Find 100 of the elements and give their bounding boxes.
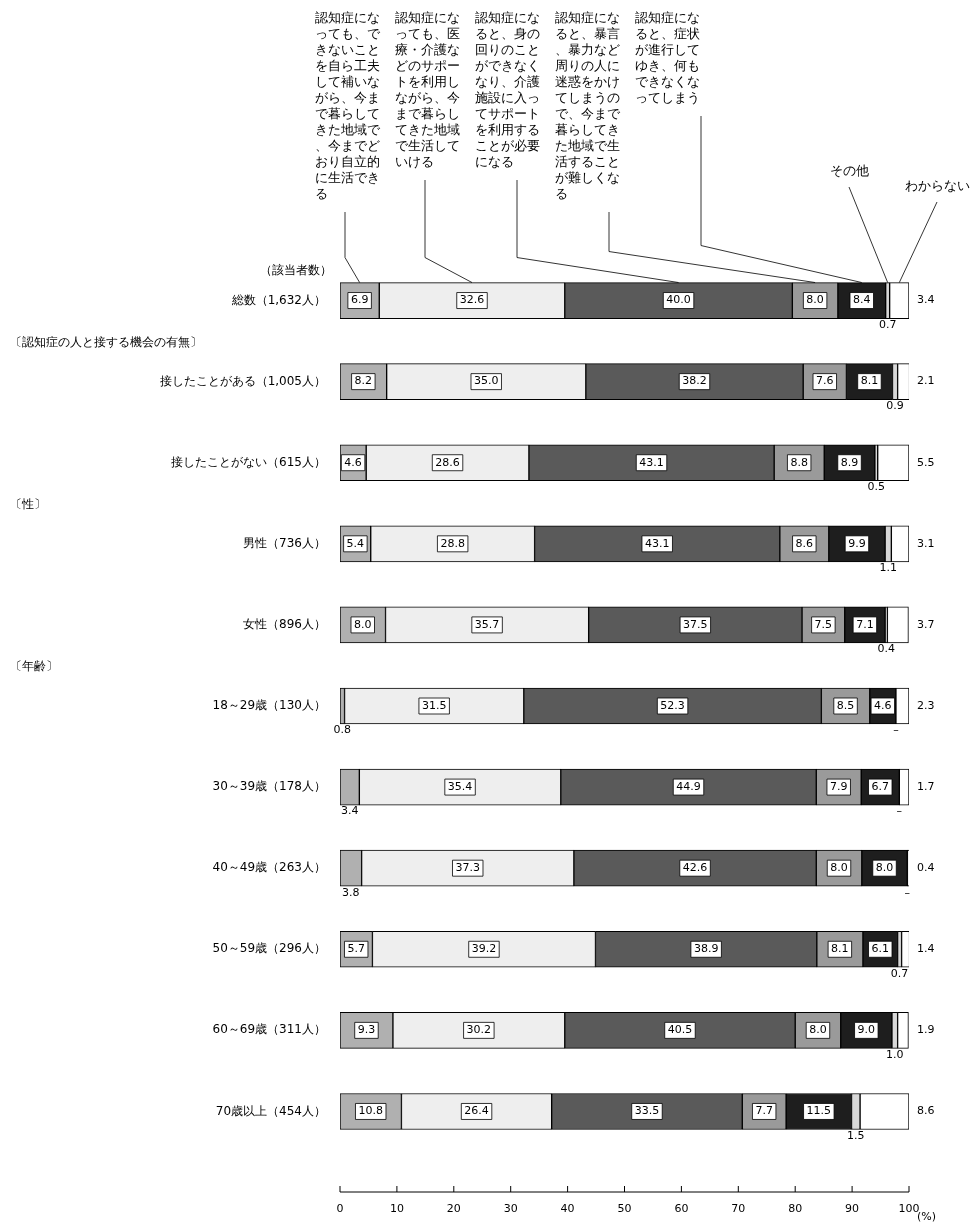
data-label: – (893, 723, 899, 737)
data-label: 35.7 (474, 617, 500, 631)
text: 認知症になっても、医療・介護などのサポートを利用しながら、今まで暮らしてきた地域で生活していける (395, 9, 460, 169)
x-tick-label: 90 (845, 1202, 860, 1216)
data-label: 8.0 (809, 1023, 827, 1037)
data-label: 7.7 (755, 1104, 773, 1118)
data-label: 35.4 (447, 779, 473, 793)
data-label: 38.2 (682, 374, 707, 388)
data-label: 8.9 (840, 455, 859, 469)
x-tick-label: 50 (617, 1202, 632, 1216)
data-label: 8.0 (830, 861, 848, 875)
data-label: 43.1 (639, 455, 664, 469)
text: 〔認知症の人と接する機会の有無〕 (10, 334, 202, 349)
data-label: 3.4 (917, 293, 935, 307)
data-label: 28.6 (435, 455, 460, 469)
x-tick-label: 40 (560, 1202, 575, 1216)
data-label: 32.6 (459, 293, 485, 307)
text: 〔性〕 (10, 496, 46, 511)
data-label: 10.8 (358, 1104, 383, 1118)
y-tick-label: 女性（896人） (243, 617, 326, 632)
y-tick-label: 40～49歳（263人） (212, 860, 326, 875)
data-label: – (904, 885, 911, 899)
data-label: 0.4 (877, 642, 895, 656)
data-label: 1.5 (847, 1128, 865, 1142)
data-label: 9.3 (357, 1023, 376, 1037)
data-label: 7.9 (829, 779, 848, 793)
data-label: 37.5 (683, 617, 708, 631)
data-label: 26.4 (464, 1104, 489, 1118)
data-label: 3.4 (340, 804, 359, 818)
data-label: 7.5 (814, 617, 833, 631)
y-tick-label: 30～39歳（178人） (212, 779, 326, 794)
data-label: 8.2 (354, 374, 373, 388)
data-label: 2.1 (917, 374, 935, 388)
data-label: 11.5 (806, 1104, 832, 1118)
data-label: 8.4 (853, 293, 871, 307)
data-label: 8.6 (917, 1104, 935, 1118)
data-label: 8.0 (875, 861, 894, 875)
x-tick-label: 60 (674, 1202, 689, 1216)
y-tick-label: 70歳以上（454人） (215, 1103, 326, 1118)
data-label: 4.6 (344, 455, 362, 469)
text: 認知症になると、暴言、暴力など周りの人に迷惑をかけてしまうので、今まで暮らしてきた地域で生活することが難しくなる (555, 9, 620, 201)
text: わからない (904, 177, 970, 193)
data-label: – (896, 804, 903, 818)
data-label: 5.4 (346, 536, 365, 550)
text: 認知症になると、身の回りのことができなくなり、介護施設に入ってサポートを利用することが必要になる (475, 9, 540, 169)
data-label: 31.5 (421, 698, 447, 712)
data-label: 8.5 (836, 698, 855, 712)
data-label: 52.3 (660, 698, 685, 712)
data-label: 9.9 (848, 536, 866, 550)
x-tick-label: 10 (389, 1202, 404, 1216)
data-label: 7.6 (816, 374, 834, 388)
data-label: 0.7 (890, 966, 909, 980)
data-label: 37.3 (455, 861, 480, 875)
data-label: 33.5 (634, 1104, 660, 1118)
data-label: 0.5 (867, 480, 886, 494)
data-label: 30.2 (466, 1023, 492, 1037)
x-tick-label: 70 (731, 1202, 746, 1216)
data-label: 4.6 (874, 698, 892, 712)
data-label: 40.5 (667, 1023, 693, 1037)
data-label: 28.8 (440, 536, 465, 550)
x-tick-label: 80 (788, 1202, 803, 1216)
data-label: 42.6 (682, 861, 708, 875)
data-label: 7.1 (856, 617, 874, 631)
data-label: 9.0 (857, 1023, 876, 1037)
data-label: 5.5 (917, 455, 935, 469)
y-tick-label: 接したことがある（1,005人） (159, 373, 326, 388)
data-label: 1.9 (917, 1023, 935, 1037)
data-label: 3.1 (917, 536, 935, 550)
data-label: 3.7 (917, 617, 935, 631)
text: （該当者数） (260, 262, 332, 277)
data-label: 5.7 (347, 942, 365, 956)
data-label: 6.1 (871, 942, 890, 956)
text: 認知症になると、症状が進行してゆき、何もできなくなってしまう (635, 9, 700, 105)
y-tick-label: 60～69歳（311人） (212, 1022, 326, 1037)
data-label: 39.2 (471, 942, 497, 956)
data-label: 8.1 (860, 374, 879, 388)
data-label: 6.7 (871, 779, 890, 793)
data-label: 38.9 (693, 942, 719, 956)
data-label: 0.9 (886, 399, 904, 412)
data-label: 1.4 (917, 942, 935, 956)
data-label: 8.8 (790, 455, 808, 469)
data-label: 0.7 (878, 317, 897, 331)
data-label: 2.3 (917, 698, 935, 712)
text: 〔年齢〕 (10, 659, 58, 674)
data-label: 44.9 (676, 779, 701, 793)
x-tick-label: 0 (336, 1202, 344, 1216)
data-label: 8.6 (795, 536, 814, 550)
text: 認知症になっても、できないことを自ら工夫して補いながら、今まで暮らしてきた地域で、今までどおり自立的に生活できる (315, 9, 380, 201)
x-tick-label: 20 (446, 1202, 461, 1216)
data-label: 6.9 (350, 293, 369, 307)
data-label: 35.0 (473, 374, 499, 388)
data-label: 1.1 (879, 561, 897, 575)
data-label: 3.8 (342, 885, 360, 899)
y-tick-label: 接したことがない（615人） (171, 454, 326, 469)
data-label: 43.1 (644, 536, 670, 550)
data-label: 0.8 (333, 723, 352, 737)
y-tick-label: 18～29歳（130人） (212, 698, 326, 713)
data-label: 1.7 (917, 779, 935, 793)
x-tick-label: 30 (503, 1202, 518, 1216)
data-label: 8.0 (806, 293, 824, 307)
